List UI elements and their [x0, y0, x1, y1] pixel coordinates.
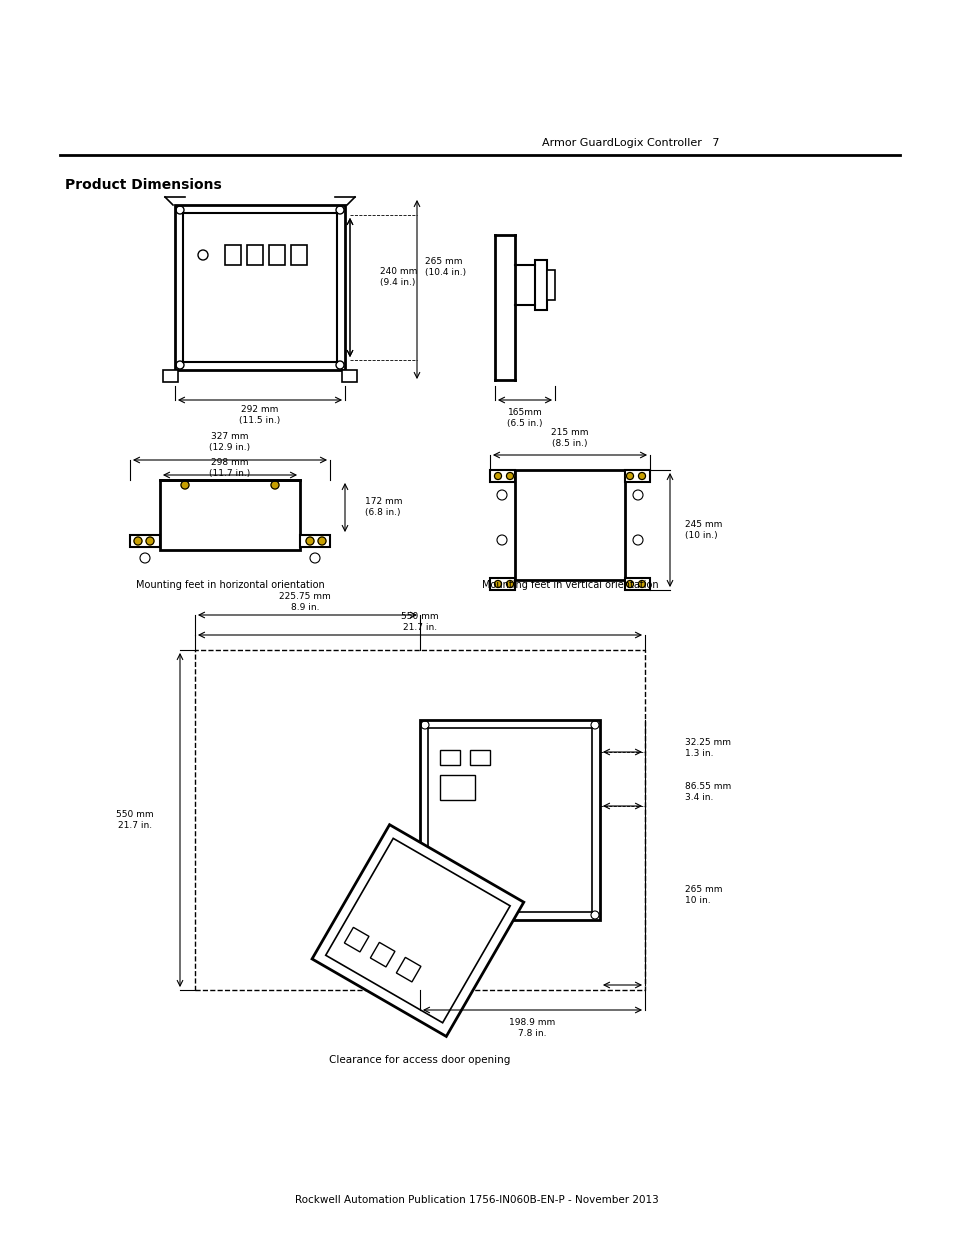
- Text: Rockwell Automation Publication 1756-IN060B-EN-P - November 2013: Rockwell Automation Publication 1756-IN0…: [294, 1195, 659, 1205]
- Bar: [341, 370, 356, 382]
- Bar: [325, 839, 510, 1023]
- Text: 292 mm
(11.5 in.): 292 mm (11.5 in.): [239, 405, 280, 425]
- Circle shape: [633, 535, 642, 545]
- Circle shape: [133, 537, 142, 545]
- Bar: [546, 270, 555, 300]
- Circle shape: [306, 537, 314, 545]
- Text: 240 mm
(9.4 in.): 240 mm (9.4 in.): [379, 267, 416, 287]
- Text: 298 mm
(11.7 in.): 298 mm (11.7 in.): [209, 458, 251, 478]
- Bar: [535, 261, 546, 310]
- Text: 245 mm
(10 in.): 245 mm (10 in.): [684, 520, 721, 540]
- Circle shape: [506, 580, 513, 588]
- Bar: [194, 650, 644, 990]
- Bar: [395, 957, 420, 982]
- Text: 225.75 mm
8.9 in.: 225.75 mm 8.9 in.: [279, 593, 331, 611]
- Bar: [247, 245, 263, 266]
- Circle shape: [497, 535, 506, 545]
- Text: Mounting feet in horizontal orientation: Mounting feet in horizontal orientation: [135, 580, 324, 590]
- Circle shape: [140, 553, 150, 563]
- Bar: [428, 727, 592, 911]
- Text: 550 mm
21.7 in.: 550 mm 21.7 in.: [401, 613, 438, 631]
- Circle shape: [626, 473, 633, 479]
- Circle shape: [317, 537, 326, 545]
- Text: 327 mm
(12.9 in.): 327 mm (12.9 in.): [210, 432, 251, 452]
- Bar: [490, 471, 515, 482]
- Bar: [269, 245, 285, 266]
- Circle shape: [181, 480, 189, 489]
- Text: 172 mm
(6.8 in.): 172 mm (6.8 in.): [365, 498, 402, 516]
- Text: 265 mm
10 in.: 265 mm 10 in.: [684, 885, 721, 905]
- Bar: [183, 212, 336, 362]
- Text: 165mm
(6.5 in.): 165mm (6.5 in.): [507, 409, 542, 427]
- Bar: [160, 480, 299, 550]
- Text: 265 mm
(10.4 in.): 265 mm (10.4 in.): [424, 257, 466, 277]
- Bar: [439, 776, 475, 800]
- Text: 215 mm
(8.5 in.): 215 mm (8.5 in.): [551, 429, 588, 448]
- Circle shape: [146, 537, 153, 545]
- Text: 550 mm
21.7 in.: 550 mm 21.7 in.: [116, 810, 153, 830]
- Circle shape: [494, 580, 501, 588]
- Text: 32.25 mm
1.3 in.: 32.25 mm 1.3 in.: [684, 739, 730, 758]
- Bar: [130, 535, 160, 547]
- Bar: [312, 825, 523, 1036]
- Bar: [370, 942, 395, 967]
- Bar: [515, 471, 624, 580]
- Text: Product Dimensions: Product Dimensions: [65, 178, 221, 191]
- Bar: [225, 245, 241, 266]
- Circle shape: [497, 490, 506, 500]
- Circle shape: [506, 473, 513, 479]
- Bar: [624, 578, 649, 590]
- Bar: [291, 245, 307, 266]
- Circle shape: [271, 480, 278, 489]
- Circle shape: [494, 473, 501, 479]
- Bar: [470, 750, 490, 764]
- Text: Clearance for access door opening: Clearance for access door opening: [329, 1055, 510, 1065]
- Circle shape: [638, 580, 645, 588]
- Circle shape: [310, 553, 319, 563]
- Bar: [174, 205, 345, 370]
- Circle shape: [633, 490, 642, 500]
- Bar: [344, 927, 369, 952]
- Bar: [490, 578, 515, 590]
- Text: Mounting feet in vertical orientation: Mounting feet in vertical orientation: [481, 580, 658, 590]
- Bar: [163, 370, 178, 382]
- Text: 198.9 mm
7.8 in.: 198.9 mm 7.8 in.: [508, 1019, 555, 1037]
- Bar: [439, 750, 459, 764]
- Text: 86.55 mm
3.4 in.: 86.55 mm 3.4 in.: [684, 782, 731, 802]
- Circle shape: [638, 473, 645, 479]
- Bar: [299, 535, 330, 547]
- Circle shape: [626, 580, 633, 588]
- Text: Armor GuardLogix Controller   7: Armor GuardLogix Controller 7: [542, 138, 720, 148]
- Bar: [419, 720, 599, 920]
- Bar: [624, 471, 649, 482]
